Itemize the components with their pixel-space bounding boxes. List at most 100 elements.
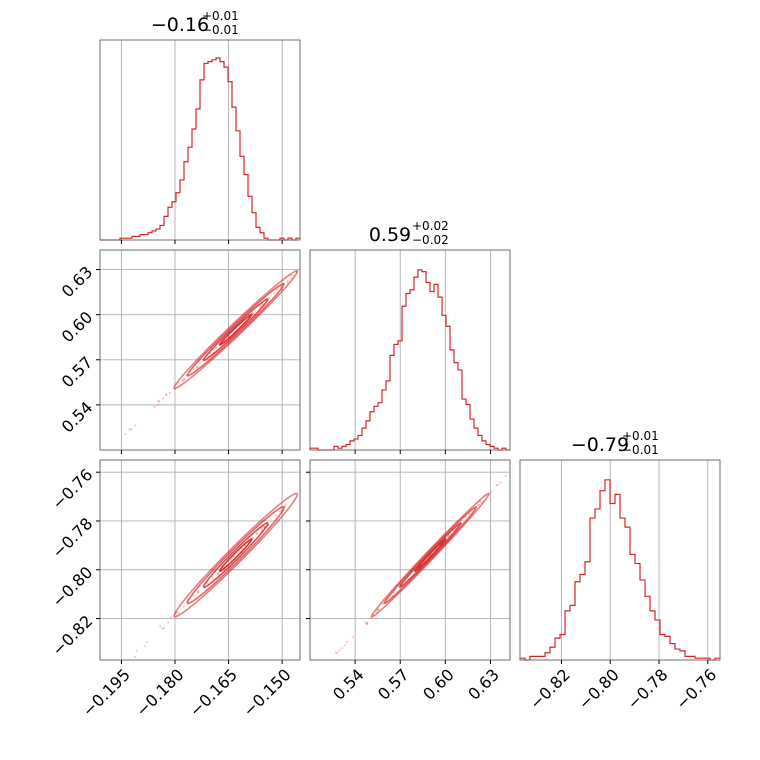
x-tick-label: −0.165 [186,665,241,720]
x-tick-label: −0.78 [623,665,671,713]
contour-level [218,538,253,573]
sample-point [286,280,290,283]
param-title-upper-1: +0.02 [412,219,449,233]
sample-point [232,555,236,558]
sample-point [197,591,200,594]
sample-point [377,608,380,611]
sample-point [284,503,287,506]
sample-point [340,647,344,650]
sample-point [153,405,156,408]
text-layer: −0.16+0.01−0.010.59 +0.02−0.02−0.79+0.01−… [48,9,720,720]
sample-point [229,558,233,561]
sample-point [289,274,293,277]
x-tick-label: −0.82 [526,665,574,713]
sample-point [261,527,264,531]
scatter-panel-frame [99,249,301,451]
x-tick-label: 0.54 [329,665,368,704]
sample-point [366,623,369,626]
histogram-step-2 [519,479,720,661]
sample-point [365,622,368,625]
x-tick-label: −0.150 [239,665,294,720]
sample-point [196,365,199,369]
histogram-step-0 [100,57,300,241]
contour-level [370,492,491,618]
sample-point [268,296,271,300]
x-tick-label: −0.195 [79,665,134,720]
sample-point [183,378,186,381]
scatter-panel-frame [99,459,301,661]
y-tick-label: 0.57 [58,353,97,392]
sample-point [345,640,349,644]
param-title-lower-2: −0.01 [622,443,659,457]
sample-point [477,503,481,507]
sample-point [216,573,220,576]
contour-level [186,506,285,605]
sample-point [338,649,341,652]
sample-point [275,514,278,517]
sample-point [192,594,195,597]
sample-point [143,644,147,648]
sample-point [216,572,219,575]
sample-point [217,572,221,575]
data-layer [100,57,720,661]
x-tick-label: 0.63 [464,665,503,704]
contour-level [173,270,299,390]
param-title-value-2: −0.79 [571,434,629,456]
sample-point [289,277,293,280]
sample-point [256,532,259,535]
y-tick-label: −0.76 [48,465,96,513]
sample-point [177,611,180,615]
sample-point [145,641,148,644]
sample-point [236,552,240,555]
sample-point [252,536,255,539]
histogram-step-1 [309,269,510,451]
y-tick-label: 0.63 [58,262,97,301]
sample-point [198,360,201,364]
sample-point [134,424,137,427]
sample-point [124,432,127,436]
y-tick-label: 0.60 [58,308,97,347]
sample-point [159,625,162,628]
sample-point [495,484,498,487]
sample-point [157,399,160,403]
sample-point [182,377,186,380]
sample-point [286,281,289,284]
x-tick-label: 0.60 [419,665,458,704]
sample-point [165,393,168,396]
contour-level [202,298,269,362]
contour-level [173,492,299,618]
sample-point [376,609,379,612]
sample-point [181,379,184,382]
sample-point [273,292,276,295]
scatter-panel-frame [309,459,511,661]
sample-point [377,608,380,611]
contour-level [398,522,462,589]
sample-point [197,590,200,593]
y-tick-label: 0.54 [58,398,97,437]
sample-point [185,374,188,377]
sample-point [135,649,139,652]
sample-point [133,655,137,658]
histogram-panel-frame [519,459,721,661]
histogram-panel-frame [99,39,301,241]
y-tick-label: −0.80 [48,563,96,611]
param-title-lower-1: −0.02 [412,233,449,247]
y-tick-label: −0.78 [48,514,96,562]
sample-point [181,379,184,382]
param-title-upper-2: +0.01 [622,429,659,443]
frame-layer [99,39,721,661]
sample-point [366,621,369,624]
sample-point [255,532,258,535]
sample-point [496,483,499,487]
sample-point [364,621,367,624]
x-tick-label: 0.57 [374,665,413,704]
sample-point [162,397,165,400]
sample-point [343,644,347,647]
sample-point [165,393,168,397]
sample-point [215,346,218,349]
sample-point [261,303,264,306]
sample-point [351,635,354,638]
tick-layer [96,240,709,664]
sample-point [161,627,164,630]
